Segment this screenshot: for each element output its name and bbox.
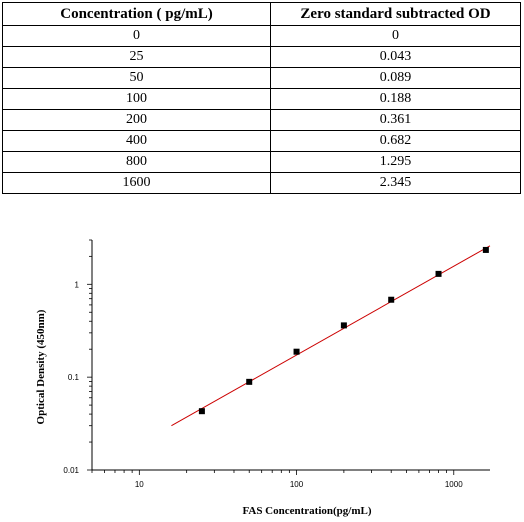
y-tick-label: 0.01 [63,466,79,475]
fit-line [171,245,491,427]
chart-ticks: 10 100 1000 0.01 0.1 1 [63,239,463,489]
header-od: Zero standard subtracted OD [270,2,521,26]
table-header-row: Concentration ( pg/mL) Zero standard sub… [2,2,521,26]
concentration-cell: 25 [2,46,271,68]
table-row: 0 0 [2,25,521,47]
data-point [482,246,489,253]
data-points [198,246,489,415]
table-row: 100 0.188 [2,88,521,110]
data-point [435,270,442,277]
table-row: 25 0.043 [2,46,521,68]
data-point [198,408,205,415]
od-cell: 2.345 [270,172,521,194]
x-tick-label: 10 [135,480,144,489]
y-axis-title: Optical Density (450nm) [35,309,47,424]
data-point [340,322,347,329]
data-point [246,378,253,385]
table-row: 800 1.295 [2,151,521,173]
concentration-cell: 0 [2,25,271,47]
table-row: 50 0.089 [2,67,521,89]
x-tick-label: 1000 [445,480,463,489]
header-concentration: Concentration ( pg/mL) [2,2,271,26]
x-tick-label: 100 [290,480,304,489]
od-cell: 0.361 [270,109,521,131]
concentration-cell: 400 [2,130,271,152]
od-cell: 0.682 [270,130,521,152]
concentration-cell: 200 [2,109,271,131]
standard-curve-table: Concentration ( pg/mL) Zero standard sub… [2,2,521,194]
data-point [293,348,300,355]
table-row: 400 0.682 [2,130,521,152]
table-row: 1600 2.345 [2,172,521,194]
concentration-cell: 100 [2,88,271,110]
fit-line-group [171,245,491,427]
concentration-cell: 50 [2,67,271,89]
x-axis-title: FAS Concentration(pg/mL) [242,505,371,517]
od-cell: 0 [270,25,521,47]
od-cell: 1.295 [270,151,521,173]
od-cell: 0.043 [270,46,521,68]
od-cell: 0.089 [270,67,521,89]
table-row: 200 0.361 [2,109,521,131]
y-tick-label: 1 [75,280,80,289]
concentration-cell: 1600 [2,172,271,194]
y-tick-label: 0.1 [68,373,80,382]
od-cell: 0.188 [270,88,521,110]
standard-curve-chart: 10 100 1000 0.01 0.1 1 FAS Concentration(pg/m… [35,239,491,517]
data-point [388,296,395,303]
concentration-cell: 800 [2,151,271,173]
chart-axes [91,240,490,471]
